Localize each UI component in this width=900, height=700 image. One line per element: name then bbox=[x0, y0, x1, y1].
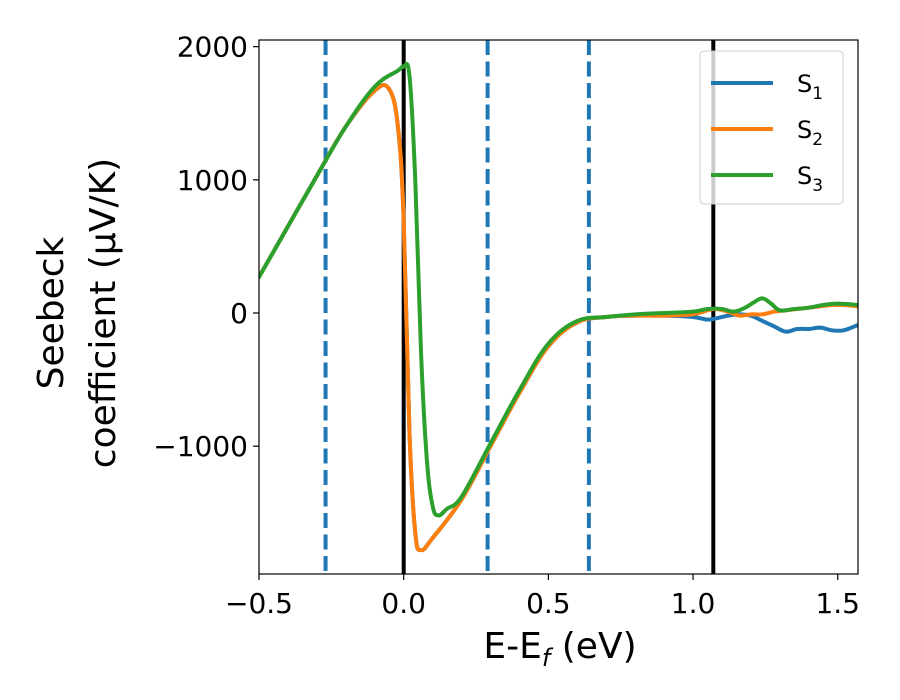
legend-label-S1: S1 bbox=[797, 70, 823, 104]
y-axis-ticks: −1000 0 1000 2000 bbox=[153, 31, 259, 463]
y-tick-label: 1000 bbox=[177, 164, 248, 197]
x-tick-label: 1.0 bbox=[671, 587, 716, 620]
y-axis-label-line2: coefficient (μV/K) bbox=[83, 158, 124, 468]
x-axis-label: E-Ef (eV) bbox=[483, 626, 636, 672]
y-axis-label-line1: Seebeck bbox=[31, 236, 72, 389]
y-tick-label: −1000 bbox=[153, 430, 248, 463]
x-tick-label: −0.5 bbox=[225, 587, 293, 620]
x-tick-label: 1.5 bbox=[815, 587, 860, 620]
x-tick-label: 0.0 bbox=[381, 587, 426, 620]
series-line-S3 bbox=[259, 62, 858, 518]
y-tick-label: 0 bbox=[230, 297, 248, 330]
x-axis-ticks: −0.5 0.0 0.5 1.0 1.5 bbox=[225, 574, 860, 620]
plot-frame bbox=[258, 39, 859, 575]
x-tick-label: 0.5 bbox=[526, 587, 571, 620]
data-series bbox=[259, 62, 858, 553]
legend-label-S3: S3 bbox=[797, 162, 823, 196]
legend: S1 S2 S3 bbox=[699, 50, 844, 205]
legend-label-S2: S2 bbox=[797, 116, 823, 150]
y-tick-label: 2000 bbox=[177, 31, 248, 64]
vertical-reference-lines bbox=[323, 40, 716, 574]
